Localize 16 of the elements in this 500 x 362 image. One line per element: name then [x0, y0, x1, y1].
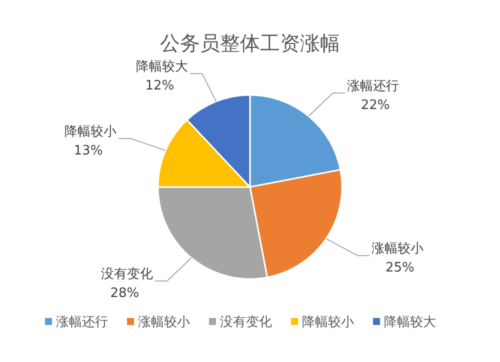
legend-label: 涨幅还行 — [56, 315, 108, 330]
legend-label: 降幅较小 — [302, 315, 354, 330]
slice-label: 涨幅较小 — [372, 242, 424, 257]
title: 公务员整体工资涨幅 — [160, 31, 340, 55]
slice-label: 涨幅还行 — [346, 78, 399, 94]
data-label: 22% — [360, 98, 390, 113]
legend-label: 降幅较大 — [384, 315, 436, 330]
data-label: 25% — [386, 260, 414, 276]
legend-label: 涨幅较小 — [138, 315, 190, 330]
data-label: 12% — [145, 78, 174, 94]
data-label: 13% — [74, 144, 103, 159]
legend-label: 没有变化 — [220, 315, 272, 330]
data-label: 28% — [110, 286, 140, 302]
slice-label: 降幅较小 — [64, 124, 117, 140]
slice-label: 没有变化 — [101, 267, 154, 282]
slice-label: 降幅较大 — [136, 60, 188, 75]
